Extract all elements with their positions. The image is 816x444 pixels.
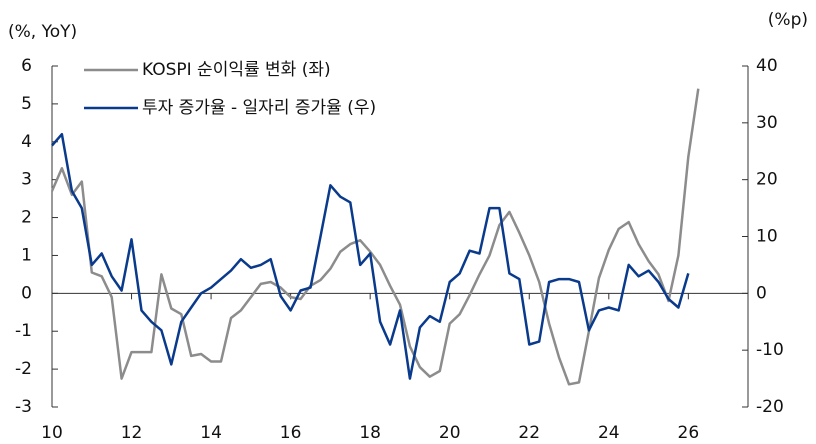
x-tick-label: 12 <box>121 423 143 443</box>
y-tick-label: -3 <box>15 397 32 417</box>
y-tick-label: 3 <box>21 170 32 190</box>
y2-tick-label: 30 <box>756 113 778 133</box>
series-line <box>51 132 690 380</box>
y-tick-label: 2 <box>21 208 32 228</box>
y-tick-label: 6 <box>21 56 32 76</box>
x-tick-label: 20 <box>439 423 461 443</box>
x-tick-label: 16 <box>280 423 302 443</box>
y-tick-label: 5 <box>21 94 32 114</box>
series-line <box>50 88 700 386</box>
x-tick-label: 14 <box>200 423 222 443</box>
y2-tick-label: 40 <box>756 56 778 76</box>
x-tick-label: 26 <box>678 423 700 443</box>
y-tick-label: 0 <box>21 283 32 303</box>
y2-tick-label: 20 <box>756 170 778 190</box>
y-tick-label: 1 <box>21 245 32 265</box>
y-axis-label: (%, YoY) <box>8 22 77 42</box>
y-tick-label: -1 <box>15 321 32 341</box>
y2-tick-label: 0 <box>756 283 767 303</box>
y-tick-label: -2 <box>15 359 32 379</box>
x-tick-label: 18 <box>359 423 381 443</box>
x-tick-label: 22 <box>518 423 540 443</box>
legend-label: 투자 증가율 - 일자리 증가율 (우) <box>142 98 376 118</box>
legend-label: KOSPI 순이익률 변화 (좌) <box>142 60 331 80</box>
y-tick-label: 4 <box>21 132 32 152</box>
y2-tick-label: 10 <box>756 227 778 247</box>
y2-tick-label: -10 <box>756 340 784 360</box>
y2-tick-label: -20 <box>756 397 784 417</box>
y2-axis-label: (%p) <box>768 10 808 30</box>
x-tick-label: 10 <box>41 423 63 443</box>
x-tick-label: 24 <box>598 423 620 443</box>
